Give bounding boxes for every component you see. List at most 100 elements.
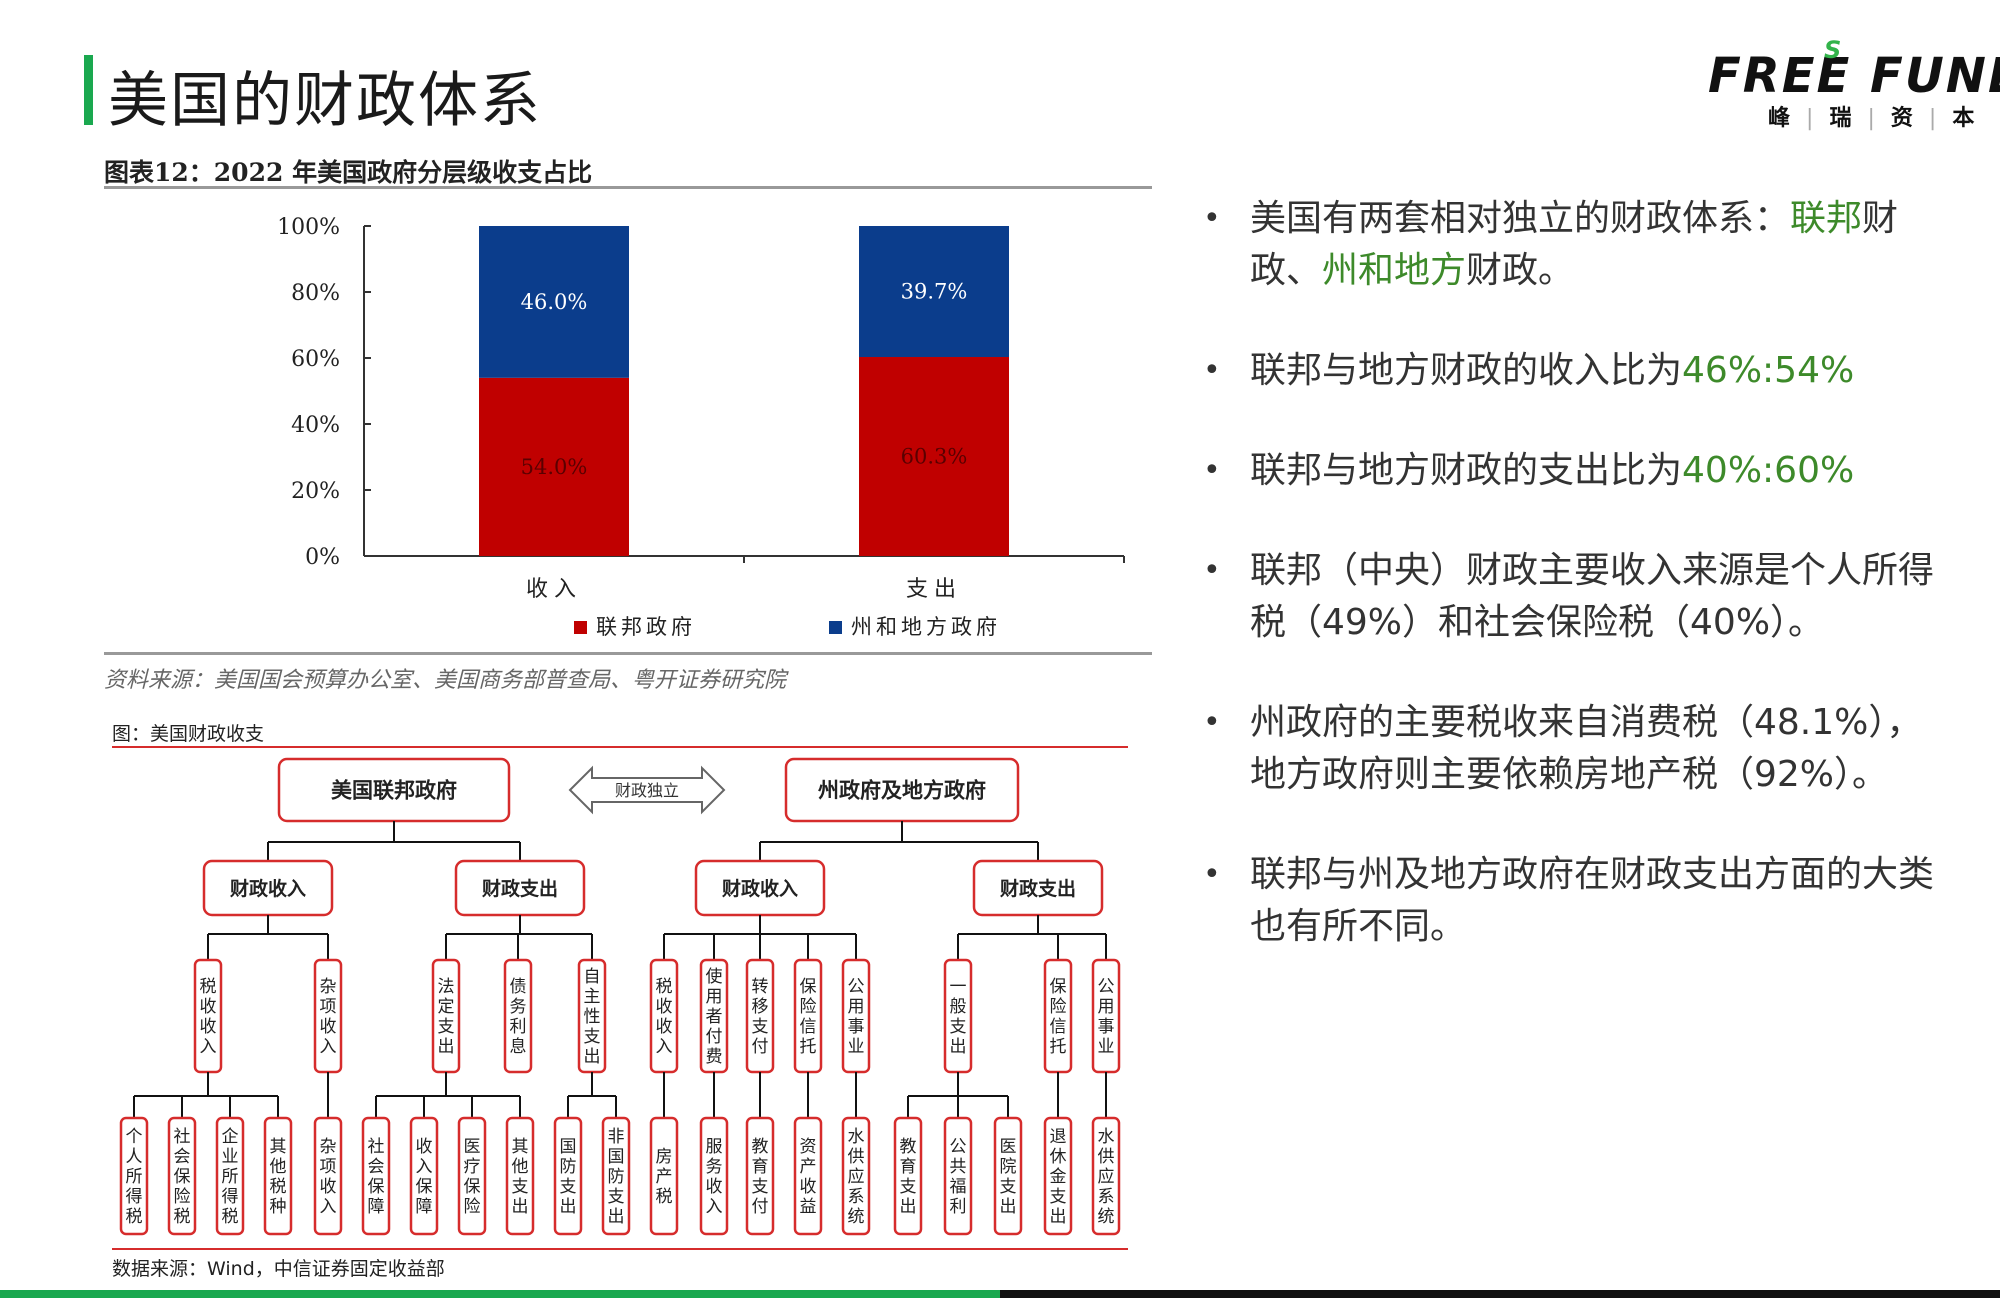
diagram-bottom-rule bbox=[112, 1248, 1128, 1250]
category-box-char: 债 bbox=[510, 977, 527, 997]
leaf-box-char: 产 bbox=[656, 1167, 673, 1187]
leaf-box-char: 险 bbox=[174, 1187, 191, 1207]
leaf-box-char: 防 bbox=[560, 1157, 577, 1177]
leaf-box-char: 个 bbox=[126, 1127, 143, 1147]
leaf-box-char: 出 bbox=[608, 1207, 625, 1227]
leaf-box-char: 会 bbox=[368, 1157, 385, 1177]
y-tick-label: 0% bbox=[305, 545, 340, 570]
leaf-box-char: 支 bbox=[900, 1177, 917, 1197]
sub-box-fed_expense-label: 财政支出 bbox=[482, 877, 558, 900]
leaf-box-char: 院 bbox=[1000, 1157, 1017, 1177]
bullet-item: • 联邦与州及地方政府在财政支出方面的大类也有所不同。 bbox=[1195, 849, 1935, 953]
leaf-box-char: 水 bbox=[848, 1127, 865, 1147]
category-box-char: 业 bbox=[848, 1037, 865, 1057]
leaf-box-char: 医 bbox=[1000, 1137, 1017, 1157]
bullet-dot: • bbox=[1203, 353, 1221, 388]
footer-bar-black bbox=[1000, 1290, 2000, 1298]
bar-segment bbox=[859, 357, 1009, 556]
sub-box-fed_revenue-label: 财政收入 bbox=[230, 877, 306, 900]
leaf-box-char: 应 bbox=[848, 1167, 865, 1187]
category-box-char: 杂 bbox=[320, 977, 337, 997]
leaf-box-char: 种 bbox=[270, 1197, 287, 1217]
category-box-char: 般 bbox=[950, 997, 967, 1017]
leaf-box-char: 出 bbox=[1000, 1197, 1017, 1217]
leaf-box-char: 保 bbox=[464, 1177, 481, 1197]
category-box-char: 支 bbox=[438, 1017, 455, 1037]
category-box-char: 收 bbox=[656, 997, 673, 1017]
leaf-box-char: 税 bbox=[126, 1207, 143, 1227]
brand-logo: FREE FUND S 峰 | 瑞 | 资 | 本 bbox=[1708, 36, 2000, 131]
bullet-dot: • bbox=[1203, 201, 1221, 236]
category-box-char: 支 bbox=[752, 1017, 769, 1037]
category-box-char: 主 bbox=[584, 987, 601, 1007]
leaf-box-char: 税 bbox=[656, 1187, 673, 1207]
leaf-box-char: 保 bbox=[368, 1177, 385, 1197]
y-tick-label: 40% bbox=[291, 413, 340, 438]
leaf-box-char: 支 bbox=[512, 1177, 529, 1197]
leaf-box-char: 社 bbox=[368, 1137, 385, 1157]
leaf-box-char: 利 bbox=[950, 1197, 967, 1217]
diagram-source: 数据来源：Wind，中信证券固定收益部 bbox=[112, 1258, 445, 1280]
leaf-box-char: 育 bbox=[752, 1157, 769, 1177]
category-box-char: 入 bbox=[656, 1037, 673, 1057]
leaf-box-char: 保 bbox=[416, 1177, 433, 1197]
leaf-box-char: 教 bbox=[900, 1137, 917, 1157]
leaf-box-char: 产 bbox=[800, 1157, 817, 1177]
category-box-char: 保 bbox=[800, 977, 817, 997]
bar-segment bbox=[859, 226, 1009, 358]
category-box-char: 自 bbox=[584, 967, 601, 987]
leaf-box bbox=[793, 1116, 823, 1236]
y-tick-label: 80% bbox=[291, 281, 340, 306]
logo-wordmark: FREE FUND bbox=[1708, 48, 2000, 104]
category-box-char: 保 bbox=[1050, 977, 1067, 997]
leaf-box bbox=[409, 1116, 439, 1236]
category-box-char: 收 bbox=[656, 1017, 673, 1037]
x-tick-label: 收入 bbox=[526, 577, 582, 602]
logo-superscript: S bbox=[1824, 36, 1842, 64]
leaf-box-char: 支 bbox=[752, 1177, 769, 1197]
leaf-box bbox=[167, 1116, 197, 1236]
leaf-box-char: 社 bbox=[174, 1127, 191, 1147]
leaf-box bbox=[505, 1116, 535, 1236]
leaf-box-char: 退 bbox=[1050, 1127, 1067, 1147]
sub-box-state_revenue-label: 财政收入 bbox=[722, 877, 798, 900]
bar-segment bbox=[479, 377, 629, 556]
bullet-item: • 联邦（中央）财政主要收入来源是个人所得税（49%）和社会保险税（40%）。 bbox=[1195, 545, 1935, 649]
leaf-box-char: 企 bbox=[222, 1127, 239, 1147]
leaf-box-char: 供 bbox=[1098, 1147, 1115, 1167]
leaf-box-char: 收 bbox=[416, 1137, 433, 1157]
leaf-box-char: 入 bbox=[320, 1197, 337, 1217]
leaf-box-char: 疗 bbox=[464, 1157, 481, 1177]
legend-swatch bbox=[829, 621, 842, 634]
category-box-char: 收 bbox=[200, 997, 217, 1017]
footer-bar-green bbox=[0, 1290, 1000, 1298]
legend-label: 州和地方政府 bbox=[851, 615, 1001, 639]
leaf-box-char: 育 bbox=[900, 1157, 917, 1177]
sub-box-state_expense-label: 财政支出 bbox=[1000, 877, 1076, 900]
category-box-char: 信 bbox=[1050, 1017, 1067, 1037]
leaf-box-char: 他 bbox=[270, 1157, 287, 1177]
leaf-box bbox=[1043, 1116, 1073, 1236]
leaf-box-char: 所 bbox=[222, 1167, 239, 1187]
category-box-char: 性 bbox=[584, 1007, 601, 1027]
leaf-box bbox=[263, 1116, 293, 1236]
leaf-box-char: 福 bbox=[950, 1177, 967, 1197]
leaf-box-char: 人 bbox=[126, 1147, 143, 1167]
category-box-char: 用 bbox=[706, 987, 723, 1007]
leaf-box-char: 医 bbox=[464, 1137, 481, 1157]
leaf-box-char: 会 bbox=[174, 1147, 191, 1167]
leaf-box-char: 益 bbox=[800, 1197, 817, 1217]
leaf-box bbox=[745, 1116, 775, 1236]
bullet-item: • 联邦与地方财政的支出比为40%:60% bbox=[1195, 445, 1935, 497]
leaf-box-char: 公 bbox=[950, 1137, 967, 1157]
leaf-box-char: 支 bbox=[608, 1187, 625, 1207]
category-box-char: 收 bbox=[320, 1017, 337, 1037]
category-box-char: 出 bbox=[438, 1037, 455, 1057]
leaf-box bbox=[215, 1116, 245, 1236]
leaf-box-char: 得 bbox=[222, 1187, 239, 1207]
leaf-box-char: 资 bbox=[800, 1137, 817, 1157]
category-box-char: 项 bbox=[320, 997, 337, 1017]
leaf-box-char: 收 bbox=[800, 1177, 817, 1197]
logo-char: 峰 bbox=[1768, 106, 1795, 131]
category-box-char: 信 bbox=[800, 1017, 817, 1037]
